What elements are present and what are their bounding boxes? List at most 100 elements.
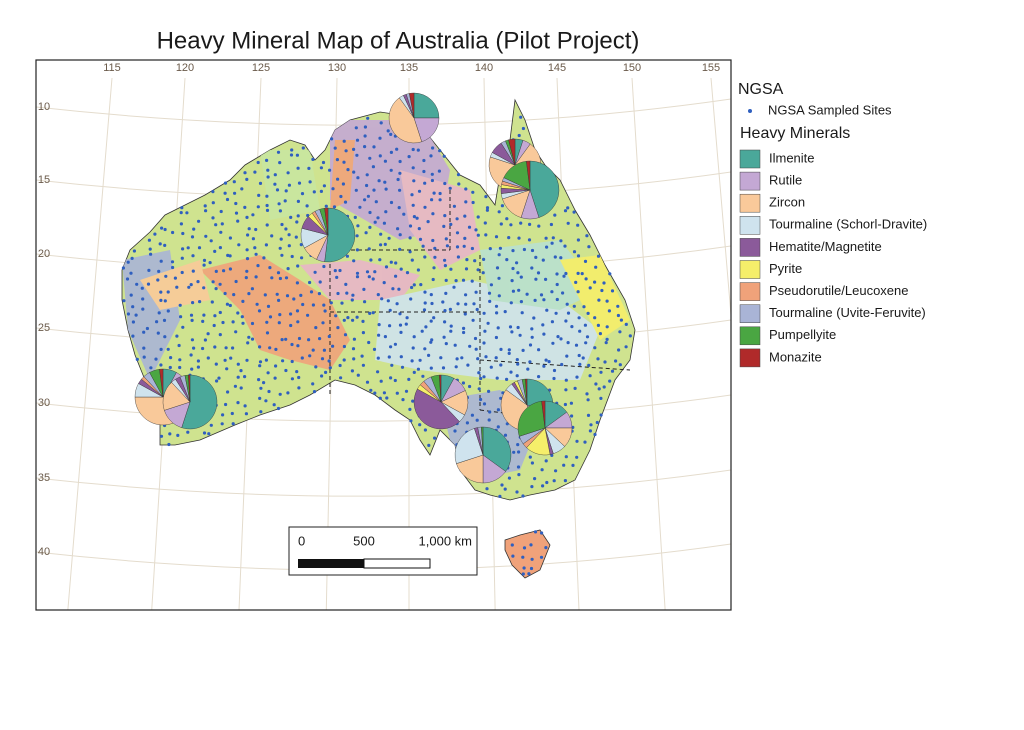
sample-site [307,166,311,170]
sample-site [616,304,620,308]
sample-site [264,358,268,362]
sample-site [132,249,136,253]
sample-site [545,308,549,312]
sample-site [228,254,232,258]
sample-site [593,316,597,320]
sample-site [368,225,372,229]
sample-site [156,278,160,282]
sample-site [396,227,400,231]
sample-site [265,203,269,208]
sample-site [367,247,371,251]
sample-site [376,216,380,220]
sample-site [146,282,151,286]
sample-site [373,270,377,274]
sample-site [432,191,436,195]
sample-site [471,318,475,322]
sample-site [460,356,464,360]
sample-site [540,468,544,472]
sample-site [352,337,356,341]
sample-site [228,303,232,308]
sample-site [344,149,348,153]
sample-site [175,334,179,338]
sample-site [327,359,331,363]
sample-site [176,433,180,437]
sample-site [376,356,380,360]
scale-label: 0 [298,533,305,548]
sample-site [284,276,289,280]
sample-site [171,265,175,270]
sample-site [419,283,423,287]
sample-site [335,158,339,162]
sample-site [539,555,544,559]
sample-site [169,356,173,360]
sample-site [259,386,263,390]
sample-site [121,266,125,270]
sample-site [342,358,346,362]
sample-site [497,276,501,280]
sample-site [534,255,538,259]
sample-site [544,546,548,550]
sample-site [511,249,515,253]
sample-site [494,304,499,308]
sample-site [251,213,255,217]
sample-site [196,365,200,369]
sample-site [363,125,367,129]
sample-site [429,340,433,344]
sample-site [356,176,360,180]
sample-site [274,347,278,351]
sample-site [602,385,606,389]
sample-site [479,397,483,402]
sample-site [552,376,556,381]
sample-site [191,269,195,273]
sample-site [257,193,261,197]
sample-site [265,331,270,335]
sample-site [342,318,346,322]
sample-site [308,180,312,184]
sample-site [328,366,332,370]
sample-site [369,388,373,392]
sample-site [503,310,507,314]
sample-site [476,268,480,272]
sample-site [483,221,487,225]
sample-site [285,294,290,298]
sample-site [575,455,579,459]
sample-site [464,293,468,297]
sample-site [179,211,183,215]
sample-site [617,348,621,352]
sample-site [297,375,301,380]
sample-site [475,307,479,312]
sample-site [284,189,288,193]
sample-site [171,230,175,235]
sample-site [453,343,457,347]
sample-site [404,389,409,393]
sample-site [608,379,612,383]
sample-site [365,173,369,177]
sample-site [178,365,182,370]
sample-site [338,268,342,273]
sample-site [564,388,568,392]
sample-site [275,188,280,192]
sample-site [360,354,364,358]
sample-site [576,290,580,294]
sample-site [265,223,269,227]
sample-site [214,362,218,366]
sample-site [265,320,269,324]
sample-site [364,231,368,235]
sample-site [362,287,366,291]
sample-site [515,374,519,378]
sample-site [438,149,442,153]
latitude-label: 15 [38,174,50,186]
sample-site [422,169,426,174]
sample-site [168,432,172,436]
sample-site [190,235,195,239]
sample-site [411,203,415,207]
sample-site [379,232,383,236]
sample-site [427,443,431,447]
sample-site [336,326,340,330]
longitude-label: 150 [623,62,641,74]
sample-site [528,222,532,226]
sample-site [383,159,387,163]
sample-site [157,269,161,273]
sample-site [599,370,603,374]
sample-site [420,329,424,333]
